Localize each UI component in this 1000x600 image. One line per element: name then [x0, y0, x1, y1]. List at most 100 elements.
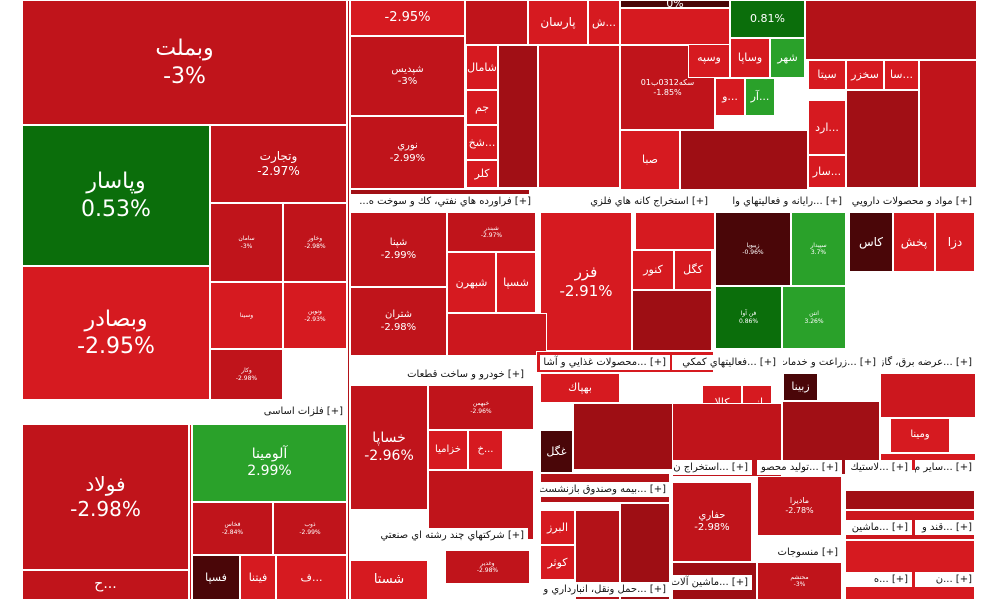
treemap-tile[interactable]: كنور [632, 250, 674, 290]
sector-header[interactable]: [+] ...بيمه وصندوق بازنشست [540, 482, 670, 497]
treemap-tile[interactable] [620, 8, 730, 45]
treemap-tile[interactable]: ذوب -2.99% [273, 502, 347, 555]
treemap-tile[interactable]: ومينا [890, 418, 950, 453]
sector-header[interactable]: [+] ...فعاليتهاي كمكي [672, 355, 780, 370]
treemap-tile[interactable] [447, 313, 547, 356]
treemap-tile[interactable]: وتجارت -2.97% [210, 125, 347, 203]
treemap-tile[interactable]: وسينا [210, 282, 283, 349]
sector-header[interactable]: [+] ...محصولات غذايي و آشا [540, 355, 670, 370]
treemap-tile[interactable]: سار... [808, 155, 846, 188]
treemap-tile[interactable]: ف... [276, 555, 347, 600]
treemap-tile[interactable]: فسپا [192, 555, 240, 600]
sector-header[interactable]: [+] استخراج كانه هاي فلزي [540, 194, 712, 209]
treemap-tile[interactable]: كوثر [540, 545, 575, 580]
treemap-tile[interactable]: خبهمن -2.96% [428, 385, 534, 430]
treemap-tile[interactable] [805, 0, 978, 60]
treemap-tile[interactable]: شهر [770, 38, 805, 78]
treemap-tile[interactable]: وكار -2.98% [210, 349, 283, 400]
sector-header[interactable]: [+] شركتهاي چند رشته اي صنعتي [350, 528, 528, 543]
treemap-tile[interactable]: شپديس -3% [350, 36, 465, 116]
treemap-tile[interactable]: وبملت -3% [22, 0, 347, 125]
treemap-tile[interactable] [680, 130, 808, 190]
treemap-tile[interactable]: و... [715, 78, 745, 116]
treemap-tile[interactable]: شتران -2.98% [350, 287, 447, 356]
sector-header[interactable]: [+] ...حمل ونقل، انبارداري و ا [540, 582, 670, 597]
treemap-tile[interactable]: سامان -3% [210, 203, 283, 282]
sector-header[interactable]: [+] ...ساير م [915, 460, 976, 475]
treemap-tile[interactable]: البرز [540, 510, 575, 545]
treemap-tile[interactable]: وخاور -2.98% [283, 203, 347, 282]
treemap-tile[interactable]: كاس [849, 212, 893, 272]
treemap-tile[interactable]: ح... [22, 570, 189, 600]
sector-header[interactable]: [+] فراورده هاي نفتي، كك و سوخت ه... [350, 194, 535, 209]
treemap-tile[interactable]: شبهرن [447, 252, 496, 313]
treemap-tile[interactable]: فخاس -2.84% [192, 502, 273, 555]
treemap-tile[interactable]: ونوين -2.93% [283, 282, 347, 349]
treemap-tile[interactable] [347, 0, 350, 600]
treemap-tile[interactable]: سكه0312ب01 -1.85% [620, 45, 715, 130]
treemap-tile[interactable]: 0.81% [730, 0, 805, 38]
treemap-tile[interactable]: شبندر -2.97% [447, 212, 536, 252]
treemap-tile[interactable] [0, 0, 22, 600]
treemap-tile[interactable]: فولاد -2.98% [22, 424, 189, 570]
treemap-tile[interactable]: وغدير -2.98% [445, 550, 530, 584]
sector-header[interactable]: [+] ...قند و [915, 520, 976, 535]
treemap-tile[interactable]: غگل [540, 430, 573, 473]
treemap-tile[interactable]: سخزر [846, 60, 884, 90]
treemap-tile[interactable]: فن آوا 0.86% [715, 286, 782, 349]
treemap-tile[interactable]: پخش [893, 212, 935, 272]
sector-header[interactable]: [+] ...ماشين آلات [672, 575, 752, 590]
treemap-tile[interactable]: زيبويا -0.96% [715, 212, 791, 286]
sector-header[interactable]: [+] ...استخراج ن [672, 460, 752, 475]
treemap-tile[interactable]: كلر [466, 160, 498, 188]
sector-header[interactable]: [+] ...توليد محصو [757, 460, 842, 475]
treemap-tile[interactable]: شخ... [466, 125, 498, 160]
treemap-tile[interactable]: -2.95% [350, 0, 465, 36]
treemap-tile[interactable] [465, 0, 528, 45]
treemap-tile[interactable]: ماديرا -2.78% [757, 476, 842, 536]
sector-header[interactable]: [+] ...رايانه و فعاليتهاي وا [715, 194, 846, 209]
treemap-tile[interactable]: دزا [935, 212, 975, 272]
treemap-tile[interactable]: سا... [884, 60, 919, 90]
treemap-tile[interactable] [189, 424, 192, 600]
treemap-tile[interactable]: سپيدار 3.7% [791, 212, 846, 286]
treemap-tile[interactable]: فزر -2.91% [540, 212, 632, 351]
treemap-tile[interactable]: 0% [620, 0, 730, 8]
treemap-tile[interactable]: آلومينا 2.99% [192, 424, 347, 502]
treemap-tile[interactable] [635, 212, 715, 250]
treemap-tile[interactable]: پارسان [528, 0, 588, 45]
treemap-tile[interactable]: محتشم -3% [757, 562, 842, 600]
treemap-tile[interactable]: فيتنا [240, 555, 276, 600]
sector-header[interactable]: [+] ...ن [915, 572, 976, 587]
sector-header[interactable]: [+] مواد و محصولات دارويي [849, 194, 976, 209]
treemap-tile[interactable]: كگل [674, 250, 712, 290]
sector-header[interactable]: [+] خودرو و ساخت قطعات [350, 367, 528, 382]
sector-header[interactable]: [+] منسوجات [757, 545, 842, 560]
treemap-tile[interactable]: بهپاك [540, 373, 620, 403]
treemap-tile[interactable]: انتن 3.26% [782, 286, 846, 349]
treemap-tile[interactable] [632, 290, 712, 351]
treemap-tile[interactable] [919, 60, 979, 188]
treemap-tile[interactable] [976, 0, 1000, 600]
treemap-tile[interactable]: شامال [466, 45, 498, 90]
treemap-tile[interactable] [498, 45, 538, 188]
treemap-tile[interactable]: حفاري -2.98% [672, 482, 752, 562]
treemap-tile[interactable]: شسپا [496, 252, 536, 313]
sector-header[interactable]: [+] ...ماشين [845, 520, 912, 535]
treemap-tile[interactable]: آر... [745, 78, 775, 116]
treemap-tile[interactable] [573, 403, 673, 470]
treemap-tile[interactable]: وپاسار 0.53% [22, 125, 210, 266]
treemap-tile[interactable] [880, 373, 976, 418]
sector-header[interactable]: [+] ...لاستيك [845, 460, 912, 475]
treemap-tile[interactable]: خساپا -2.96% [350, 385, 428, 510]
treemap-tile[interactable] [845, 540, 975, 600]
treemap-tile[interactable]: زبينا [783, 373, 818, 401]
sector-header[interactable]: [+] ...زراعت و خدمات [783, 355, 880, 370]
sector-header[interactable]: [+] ...ه [845, 572, 912, 587]
treemap-tile[interactable]: وساپا [730, 38, 770, 78]
treemap-tile[interactable]: جم [466, 90, 498, 125]
treemap-tile[interactable]: نوري -2.99% [350, 116, 465, 189]
treemap-tile[interactable] [845, 490, 975, 510]
sector-header[interactable]: [+] فلزات اساسی [22, 404, 347, 419]
sector-header[interactable]: [+] ...عرضه برق، گاز [882, 355, 976, 370]
